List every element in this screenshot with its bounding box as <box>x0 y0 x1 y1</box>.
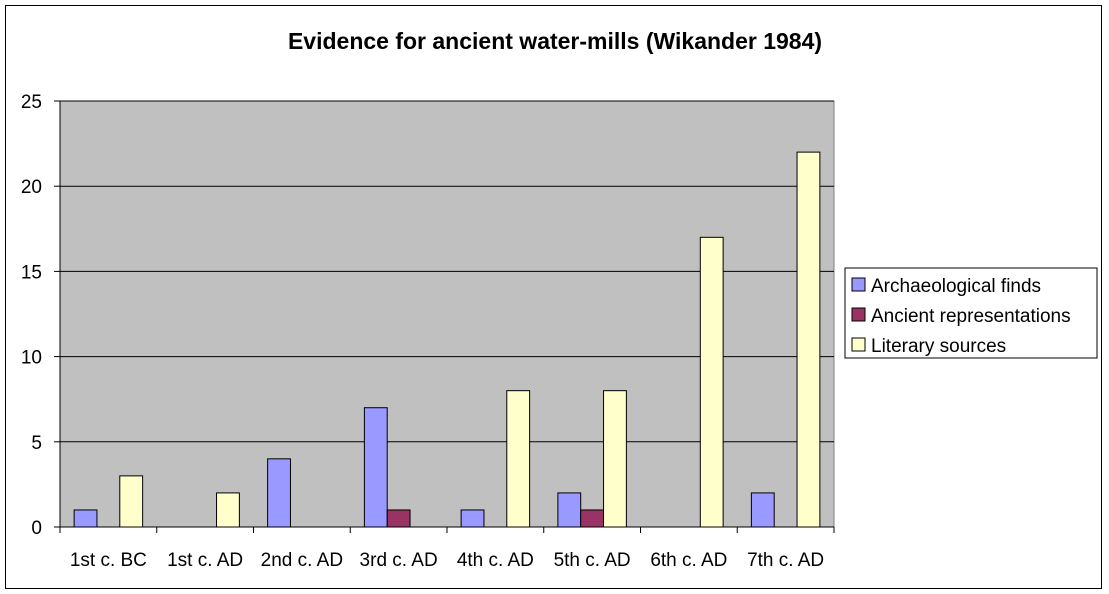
chart-title: Evidence for ancient water-mills (Wikand… <box>288 28 822 54</box>
bar <box>580 509 605 528</box>
legend-swatch <box>851 337 866 352</box>
legend-swatch <box>851 307 866 322</box>
x-tick-label: 1st c. AD <box>167 550 243 571</box>
legend-label: Ancient representations <box>871 306 1071 327</box>
bar <box>73 509 98 528</box>
bar <box>796 151 821 528</box>
bar <box>699 236 724 528</box>
legend-swatch <box>851 277 866 292</box>
bar <box>557 492 582 528</box>
bar <box>506 390 531 528</box>
x-tick-label: 5th c. AD <box>554 550 631 571</box>
bar <box>216 492 240 528</box>
x-tick-label: 3rd c. AD <box>360 550 438 571</box>
axis-layer: 0 5 10 15 20 25 1st c. BC 1st c. AD 2nd c. AD 3rd… <box>21 92 835 571</box>
bar <box>267 458 291 528</box>
bar <box>386 509 411 528</box>
x-tick-label: 1st c. BC <box>70 550 147 571</box>
x-tick-label: 2nd c. AD <box>261 550 343 571</box>
x-tick-label: 4th c. AD <box>457 550 534 571</box>
y-tick-label: 20 <box>21 177 42 198</box>
x-tick-label: 7th c. AD <box>747 550 824 571</box>
y-tick-label: 5 <box>31 433 42 454</box>
legend-label: Literary sources <box>871 336 1006 357</box>
y-tick-label: 0 <box>31 518 42 539</box>
bar <box>363 407 388 528</box>
grid-layer <box>60 100 834 443</box>
y-tick-label: 25 <box>21 92 42 113</box>
legend-label: Archaeological finds <box>871 276 1041 297</box>
bars-layer <box>73 151 821 528</box>
bar <box>750 492 775 528</box>
y-tick-label: 10 <box>21 348 42 369</box>
bar <box>460 509 485 528</box>
bar <box>119 475 144 528</box>
legend: Archaeological finds Ancient representati… <box>844 267 1098 359</box>
legend-box <box>844 267 1098 359</box>
bar <box>603 390 627 528</box>
x-tick-label: 6th c. AD <box>650 550 727 571</box>
y-tick-label: 15 <box>21 262 42 283</box>
